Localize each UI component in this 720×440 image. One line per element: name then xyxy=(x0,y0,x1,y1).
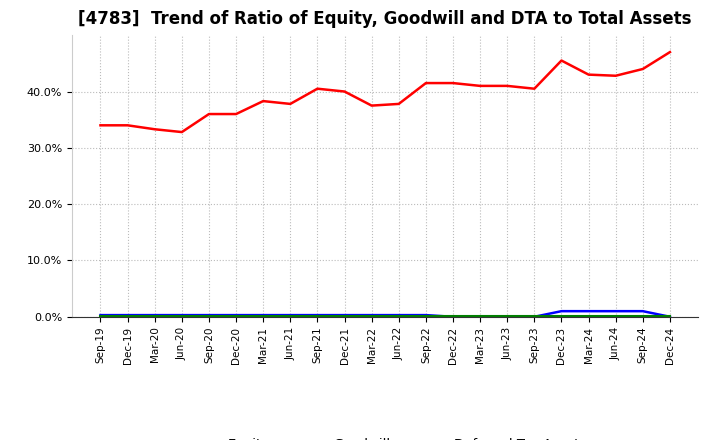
Goodwill xyxy=(611,308,620,314)
Deferred Tax Assets xyxy=(449,313,457,318)
Equity xyxy=(639,66,647,72)
Goodwill xyxy=(476,314,485,319)
Equity xyxy=(476,83,485,88)
Goodwill xyxy=(665,314,674,319)
Equity xyxy=(286,101,294,106)
Deferred Tax Assets xyxy=(395,313,403,318)
Equity xyxy=(449,81,457,86)
Deferred Tax Assets xyxy=(476,313,485,318)
Deferred Tax Assets xyxy=(232,313,240,318)
Goodwill xyxy=(503,314,511,319)
Deferred Tax Assets xyxy=(503,313,511,318)
Line: Goodwill: Goodwill xyxy=(101,311,670,317)
Deferred Tax Assets xyxy=(259,313,268,318)
Deferred Tax Assets xyxy=(584,313,593,318)
Goodwill xyxy=(178,312,186,318)
Goodwill xyxy=(584,308,593,314)
Deferred Tax Assets xyxy=(530,313,539,318)
Goodwill xyxy=(313,312,322,318)
Line: Equity: Equity xyxy=(101,52,670,132)
Equity xyxy=(178,129,186,135)
Equity xyxy=(204,111,213,117)
Deferred Tax Assets xyxy=(204,313,213,318)
Goodwill xyxy=(150,312,159,318)
Legend: Equity, Goodwill, Deferred Tax Assets: Equity, Goodwill, Deferred Tax Assets xyxy=(179,433,591,440)
Goodwill xyxy=(123,312,132,318)
Goodwill xyxy=(367,312,376,318)
Goodwill xyxy=(557,308,566,314)
Deferred Tax Assets xyxy=(313,313,322,318)
Goodwill xyxy=(259,312,268,318)
Goodwill xyxy=(395,312,403,318)
Goodwill xyxy=(204,312,213,318)
Equity xyxy=(611,73,620,78)
Deferred Tax Assets xyxy=(665,313,674,318)
Goodwill xyxy=(530,314,539,319)
Deferred Tax Assets xyxy=(421,313,430,318)
Equity xyxy=(341,89,349,94)
Goodwill xyxy=(449,314,457,319)
Equity xyxy=(123,123,132,128)
Equity xyxy=(584,72,593,77)
Equity xyxy=(665,49,674,55)
Equity xyxy=(96,123,105,128)
Goodwill xyxy=(341,312,349,318)
Equity xyxy=(503,83,511,88)
Equity xyxy=(367,103,376,108)
Goodwill xyxy=(286,312,294,318)
Equity xyxy=(395,101,403,106)
Equity xyxy=(421,81,430,86)
Deferred Tax Assets xyxy=(178,313,186,318)
Deferred Tax Assets xyxy=(123,313,132,318)
Equity xyxy=(150,127,159,132)
Goodwill xyxy=(639,308,647,314)
Deferred Tax Assets xyxy=(557,313,566,318)
Equity xyxy=(313,86,322,92)
Deferred Tax Assets xyxy=(286,313,294,318)
Deferred Tax Assets xyxy=(367,313,376,318)
Goodwill xyxy=(232,312,240,318)
Deferred Tax Assets xyxy=(96,313,105,318)
Goodwill xyxy=(421,312,430,318)
Equity xyxy=(530,86,539,92)
Deferred Tax Assets xyxy=(639,313,647,318)
Goodwill xyxy=(96,312,105,318)
Deferred Tax Assets xyxy=(611,313,620,318)
Equity xyxy=(557,58,566,63)
Deferred Tax Assets xyxy=(150,313,159,318)
Equity xyxy=(259,99,268,104)
Equity xyxy=(232,111,240,117)
Title: [4783]  Trend of Ratio of Equity, Goodwill and DTA to Total Assets: [4783] Trend of Ratio of Equity, Goodwil… xyxy=(78,10,692,28)
Deferred Tax Assets xyxy=(341,313,349,318)
